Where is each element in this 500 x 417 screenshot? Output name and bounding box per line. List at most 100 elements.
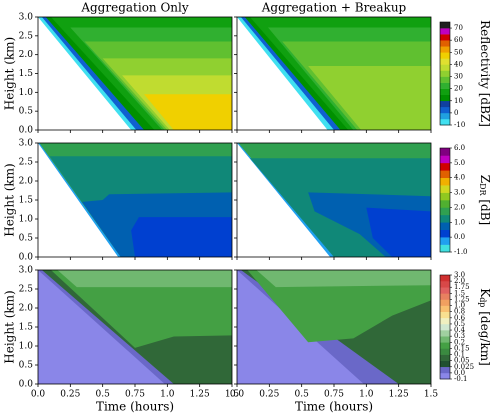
colorbar-tick-label: 0.4: [454, 326, 466, 334]
y-tick-label: 0.0: [19, 126, 34, 136]
colorbar-segment: [440, 46, 450, 53]
colorbar-segment: [440, 82, 450, 89]
colorbar-segment: [440, 244, 450, 253]
contour-region: [256, 270, 431, 288]
colorbar-tick-label: -0.1: [454, 375, 468, 383]
colorbar-tick-label: 70: [454, 24, 463, 32]
x-tick-label: 0.75: [125, 390, 145, 400]
colorbar-segment: [440, 70, 450, 77]
colorbar-label-part: DR: [478, 183, 487, 196]
colorbar-tick-label: 0: [454, 109, 458, 117]
colorbar-tick-label: 60: [454, 36, 463, 44]
x-tick-label: 1.25: [389, 390, 409, 400]
panel: [234, 142, 432, 260]
column-title: Aggregation + Breakup: [261, 1, 407, 15]
colorbar: -10 0 10 20 30 40 50 60 70 Reflectivity [dBZ]: [439, 20, 493, 129]
contour-region: [247, 270, 431, 343]
colorbar-segment: [440, 52, 450, 59]
y-tick-label: 2.5: [19, 31, 34, 41]
colorbar-segment: [440, 293, 450, 300]
y-tick-label: 1.0: [19, 88, 34, 98]
colorbar-tick-label: 3.0: [454, 271, 465, 279]
colorbar: -1.0 0.0 1.0 2.0 3.0 4.0 5.0 6.0 ZDR [dB]: [439, 144, 493, 256]
colorbar-tick-label: 4.0: [454, 174, 465, 182]
colorbar-segment: [440, 348, 450, 355]
colorbar-tick-label: -1.0: [454, 248, 468, 256]
colorbar-segment: [440, 366, 450, 374]
y-tick-label: 1.0: [19, 215, 34, 225]
colorbar-segment: [440, 112, 450, 120]
y-tick-label: 0.0: [19, 253, 34, 263]
x-tick-label: 0.0: [230, 390, 245, 400]
x-tick-label: 0.0: [31, 390, 46, 400]
colorbar-tick-label: 0.15: [454, 344, 470, 352]
colorbar-tick-label: 1.0: [454, 218, 465, 226]
y-tick-label: 3.0: [19, 266, 34, 276]
colorbar-segment: [440, 162, 450, 171]
y-tick-label: 0.5: [19, 361, 34, 371]
y-tick-label: 1.5: [19, 196, 34, 206]
y-axis-label: Height (km): [3, 163, 17, 236]
y-tick-label: 2.0: [19, 304, 34, 314]
colorbar-tick-label: 6.0: [454, 144, 465, 152]
contour-region: [308, 65, 431, 130]
colorbar-segment: [440, 40, 450, 47]
contour-region: [144, 94, 232, 130]
contour-region: [50, 270, 232, 348]
panel: [234, 16, 432, 133]
colorbar-segment: [440, 22, 450, 29]
colorbar-frame: [439, 21, 451, 126]
colorbar-tick-label: 0.1: [454, 351, 465, 359]
contour-region: [57, 270, 233, 288]
y-tick-label: 0.5: [19, 107, 34, 117]
y-tick-label: 0.0: [19, 380, 34, 390]
colorbar-tick-label: 10: [454, 97, 463, 105]
colorbar-tick-label: 3.0: [454, 189, 465, 197]
colorbar-frame: [439, 147, 451, 253]
y-tick-label: 3.0: [19, 139, 34, 149]
colorbar-segment: [440, 177, 450, 186]
contour-region: [366, 207, 431, 257]
colorbar-tick-label: 0.5: [454, 320, 465, 328]
colorbar-segment: [440, 214, 450, 223]
colorbar-label-part: dp: [478, 297, 487, 307]
colorbar-segment: [440, 281, 450, 288]
column-title: Aggregation Only: [80, 1, 189, 15]
colorbar-tick-label: 0.2: [454, 338, 465, 346]
colorbar-segment: [440, 118, 450, 126]
colorbar-segment: [440, 100, 450, 108]
colorbar-segment: [440, 237, 450, 245]
x-tick-label: 1.5: [225, 390, 240, 400]
colorbar-segment: [440, 106, 450, 114]
colorbar-frame: [439, 274, 451, 380]
colorbar-tick-label: 30: [454, 73, 463, 81]
colorbar-tick-label: 1.75: [454, 283, 470, 291]
colorbar-label-part: [deg/km]: [479, 307, 493, 365]
colorbar-tick-label: 0.0: [454, 369, 465, 377]
x-tick-label: 0.25: [259, 390, 279, 400]
colorbar-segment: [440, 222, 450, 231]
colorbar-tick-label: 1.0: [454, 302, 465, 310]
colorbar-segment: [440, 275, 450, 282]
colorbar-label-part: K: [479, 288, 493, 298]
x-tick-label: 1.0: [160, 390, 175, 400]
colorbar-label: Reflectivity [dBZ]: [479, 20, 493, 127]
colorbar-segment: [440, 170, 450, 179]
colorbar-label-part: Reflectivity [dBZ]: [479, 20, 493, 127]
colorbar-tick-label: 0.8: [454, 308, 465, 316]
colorbar-label: Kdp [deg/km]: [478, 288, 493, 366]
colorbar-tick-label: 20: [454, 85, 463, 93]
y-tick-label: 1.0: [19, 342, 34, 352]
x-tick-label: 0.25: [60, 390, 80, 400]
colorbar-label-part: [dB]: [479, 196, 493, 226]
y-tick-label: 2.0: [19, 177, 34, 187]
y-tick-label: 2.0: [19, 50, 34, 60]
colorbar-segment: [440, 185, 450, 193]
colorbar-tick-label: 2.0: [454, 277, 465, 285]
y-tick-label: 2.5: [19, 285, 34, 295]
colorbar-label-part: Z: [479, 175, 493, 183]
y-axis-label: Height (km): [3, 290, 17, 363]
x-axis-label: Time (hours): [295, 400, 373, 414]
y-axis-label: Height (km): [3, 37, 17, 110]
